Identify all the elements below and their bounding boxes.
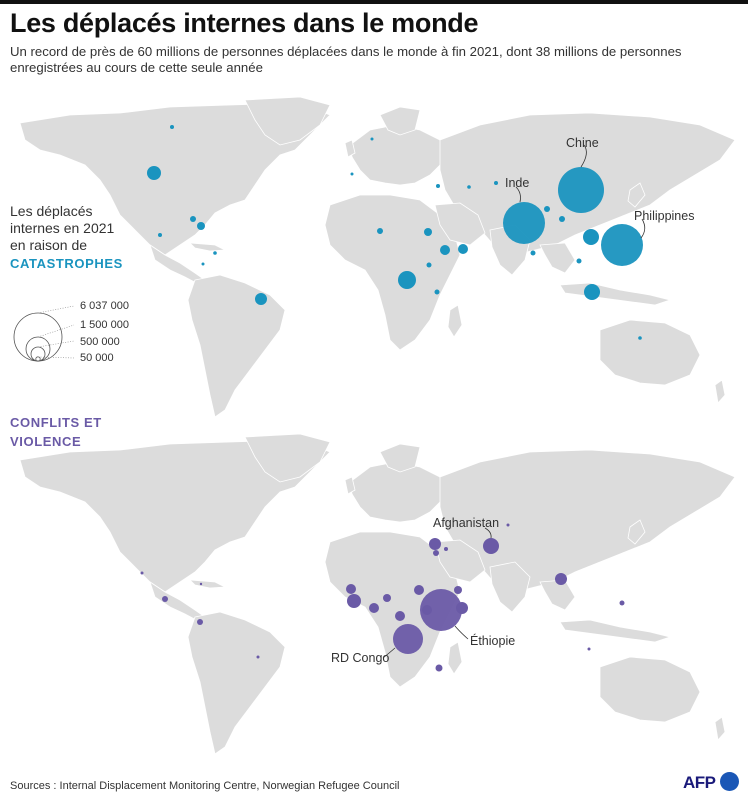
conflicts-world-basemap <box>19 433 736 755</box>
bubble-small-c6 <box>199 582 203 586</box>
bubble-philippines <box>601 224 643 266</box>
bubble-sudan-c <box>414 585 424 595</box>
bubble-syria <box>429 538 441 550</box>
legend-intro: Les déplacés internes en 2021 en raison … <box>10 203 120 254</box>
legend-category-disasters: CATASTROPHES <box>10 256 123 271</box>
bubble-mozambique <box>435 664 443 672</box>
bubble-small-1 <box>170 125 174 129</box>
size-legend: 6 037 000 1 500 000 500 000 50 000 <box>13 300 129 364</box>
legend-label-6037000: 6 037 000 <box>80 300 129 312</box>
bubble-east-africa <box>440 245 450 255</box>
bubble-ethiopia <box>420 589 462 631</box>
legend-label-500000: 500 000 <box>80 336 120 348</box>
disasters-callouts: Chine Inde Philippines <box>505 136 694 239</box>
label-rd-congo: RD Congo <box>331 651 389 665</box>
bubble-small-c1 <box>444 547 448 551</box>
bubble-small-c5 <box>587 647 591 651</box>
bubble-afghanistan <box>483 538 499 554</box>
page-title: Les déplacés internes dans le monde <box>10 8 479 38</box>
disasters-bubbles <box>147 125 643 340</box>
legend-label-1500000: 1 500 000 <box>80 319 129 331</box>
label-india: Inde <box>505 176 529 190</box>
bubble-somalia <box>458 244 468 254</box>
bubble-cuba <box>190 216 196 222</box>
bubble-small-13 <box>350 172 354 176</box>
bubble-small-12 <box>467 185 471 189</box>
page-subtitle: Un record de près de 60 millions de pers… <box>10 44 682 75</box>
bubble-nigeria-c <box>347 594 361 608</box>
bubble-small-c2 <box>506 523 510 527</box>
conflicts-callouts: Afghanistan Éthiopie RD Congo <box>331 516 515 665</box>
disasters-map: Chine Inde Philippines <box>19 96 736 418</box>
legend-label-50000: 50 000 <box>80 352 114 364</box>
bubble-china <box>558 167 604 213</box>
bubble-rd-congo <box>393 624 423 654</box>
bubble-nigeria <box>377 228 383 234</box>
sources-note: Sources : Internal Displacement Monitori… <box>10 780 400 792</box>
bubble-small-c3 <box>140 571 144 575</box>
bubble-small-9 <box>213 251 217 255</box>
bubble-brazil <box>255 293 267 305</box>
bubble-small-6 <box>530 250 536 256</box>
bubble-philippines-c <box>619 600 625 606</box>
label-ethiopia: Éthiopie <box>470 633 515 648</box>
bubble-myanmar <box>555 573 567 585</box>
label-china: Chine <box>566 136 599 150</box>
bubble-drc <box>398 271 416 289</box>
bubble-usa <box>147 166 161 180</box>
legend-intro-text: Les déplacés internes en 2021 en raison … <box>10 203 115 253</box>
bubble-cameroon <box>369 603 379 613</box>
bubble-caribbean <box>197 222 205 230</box>
bubble-car <box>395 611 405 621</box>
bubble-sudan <box>424 228 432 236</box>
bubble-small-3 <box>436 184 440 188</box>
conflicts-map: Afghanistan Éthiopie RD Congo <box>19 433 736 755</box>
bubble-small-7 <box>426 262 432 268</box>
bubble-small-4 <box>494 181 498 185</box>
legend-circle-50000 <box>35 356 41 362</box>
bubble-thailand <box>559 216 565 222</box>
legend-circle-500000 <box>30 346 46 362</box>
legend-category-conflicts: CONFLITS ET VIOLENCE <box>10 415 102 449</box>
bubble-indonesia <box>584 284 600 300</box>
bubble-mexico <box>162 596 168 602</box>
bubble-small-8 <box>434 289 440 295</box>
bubble-iraq <box>433 550 439 556</box>
bubble-small-2 <box>370 137 374 141</box>
bubble-small-c4 <box>256 655 260 659</box>
bubble-india <box>503 202 545 244</box>
bubble-yemen <box>454 586 462 594</box>
bubble-somalia-c <box>456 602 468 614</box>
label-philippines: Philippines <box>634 209 694 223</box>
bubble-colombia <box>197 619 203 625</box>
bubble-vietnam <box>583 229 599 245</box>
bubble-bangladesh <box>544 206 550 212</box>
afp-logo-text: AFP <box>683 773 716 792</box>
conflicts-bubbles <box>140 523 625 672</box>
bubble-small-5 <box>576 258 582 264</box>
bubble-mali <box>383 594 391 602</box>
bubble-small-11 <box>638 336 642 340</box>
afp-logo-dot <box>720 772 739 791</box>
bubble-small-14 <box>201 262 205 266</box>
bubble-burkina <box>346 584 356 594</box>
bubble-small-10 <box>158 233 162 237</box>
label-afghanistan: Afghanistan <box>433 516 499 530</box>
bubble-south-sudan <box>422 605 432 615</box>
top-rule <box>0 0 748 4</box>
